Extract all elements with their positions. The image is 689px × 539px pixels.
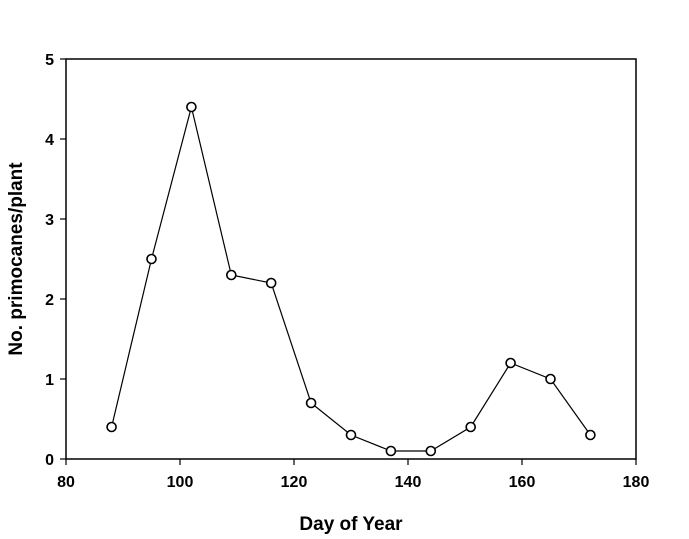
data-point [106,421,117,433]
x-tick-label: 80 [57,474,75,491]
data-point [585,429,596,441]
data-point [186,101,197,113]
x-tick-label: 160 [509,474,536,491]
y-tick-label: 1 [45,372,54,389]
x-tick-label: 120 [281,474,308,491]
plot-frame [65,58,637,460]
data-point [505,357,516,369]
series-line [111,106,591,452]
data-point [265,277,277,289]
y-tick-label: 2 [45,292,54,309]
data-point [385,445,397,457]
y-tick-label: 3 [45,212,54,229]
x-tick-label: 100 [167,474,194,491]
y-axis: 0 1 2 3 4 5 [45,52,66,469]
data-points [106,101,596,457]
data-point [305,397,317,409]
y-axis-title: No. primocanes/plant [6,162,27,356]
y-tick-label: 5 [45,52,54,69]
data-point [465,421,477,433]
y-tick-label: 4 [45,132,54,149]
data-point [425,445,437,457]
x-tick-label: 140 [395,474,422,491]
x-tick-label: 180 [623,474,650,491]
x-axis: 80 100 120 140 160 180 [57,459,649,491]
x-axis-title: Day of Year [299,514,403,535]
data-point [545,373,556,385]
y-tick-label: 0 [45,452,54,469]
data-point [226,269,237,281]
data-point [345,429,357,441]
data-point [146,253,157,265]
